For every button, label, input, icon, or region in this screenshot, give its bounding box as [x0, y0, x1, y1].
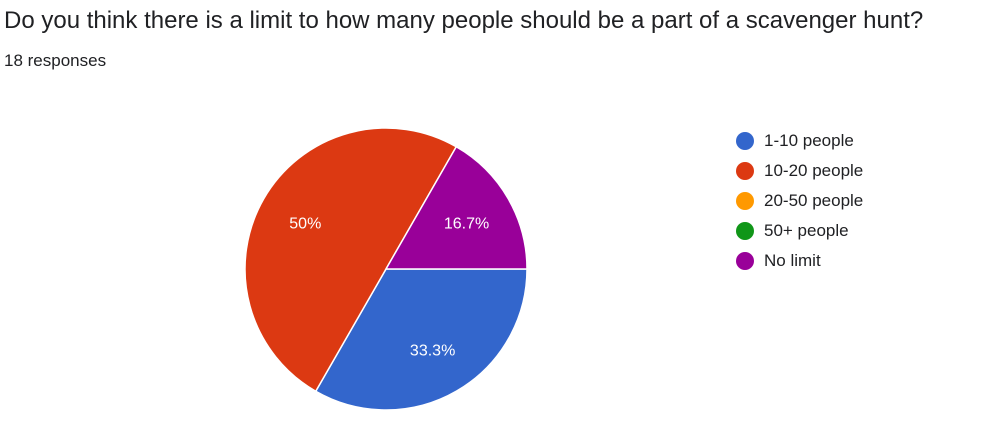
pie-slice-10-20-people — [244, 127, 458, 393]
legend-label: 10-20 people — [764, 161, 864, 180]
legend-item: 20-50 people — [736, 186, 863, 216]
legend-item: 10-20 people — [736, 156, 863, 186]
legend-swatch — [736, 192, 754, 210]
legend-item: 50+ people — [736, 216, 863, 246]
legend-item: No limit — [736, 246, 863, 276]
pie-slice-no-limit — [384, 145, 528, 270]
pie-data-label: 50% — [289, 216, 321, 233]
legend-swatch — [736, 132, 754, 150]
pie-data-label: 33.3% — [410, 343, 455, 360]
pie-slice-1-10-people — [314, 268, 528, 411]
pie-data-label: 16.7% — [444, 215, 489, 232]
legend-item: 1-10 people — [736, 126, 863, 156]
legend-swatch — [736, 162, 754, 180]
legend-label: 50+ people — [764, 221, 849, 240]
response-count: 18 responses — [4, 51, 107, 70]
legend-label: 20-50 people — [764, 191, 864, 210]
chart-legend: 1-10 people 10-20 people 20-50 people 50+ p… — [736, 126, 863, 276]
legend-swatch — [736, 252, 754, 270]
legend-swatch — [736, 222, 754, 240]
legend-label: No limit — [764, 251, 821, 270]
question-title: Do you think there is a limit to how man… — [4, 7, 924, 34]
legend-label: 1-10 people — [764, 131, 854, 150]
